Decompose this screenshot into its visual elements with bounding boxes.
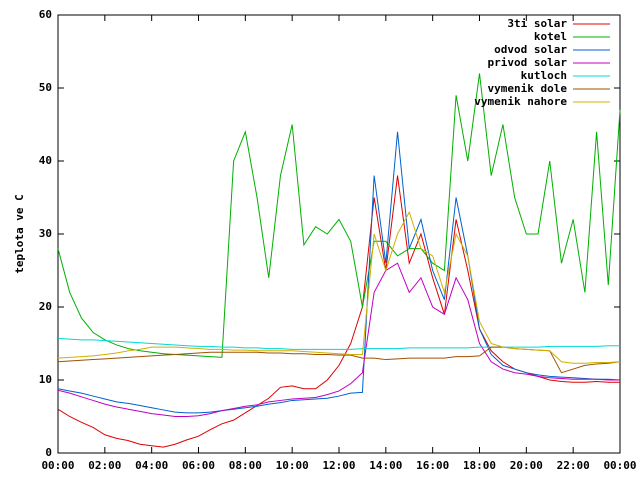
x-tick-label: 00:00 bbox=[603, 459, 636, 472]
x-tick-label: 00:00 bbox=[41, 459, 74, 472]
x-tick-label: 12:00 bbox=[322, 459, 355, 472]
x-tick-label: 10:00 bbox=[276, 459, 309, 472]
legend-label: vymenik dole bbox=[488, 82, 568, 95]
legend-label: privod solar bbox=[488, 56, 568, 69]
legend-label: vymenik nahore bbox=[474, 95, 567, 108]
x-tick-label: 22:00 bbox=[557, 459, 590, 472]
x-tick-label: 04:00 bbox=[135, 459, 168, 472]
y-tick-label: 40 bbox=[39, 154, 52, 167]
y-axis-label: teplota ve C bbox=[13, 194, 26, 273]
x-tick-label: 16:00 bbox=[416, 459, 449, 472]
y-tick-label: 0 bbox=[45, 446, 52, 459]
y-tick-label: 20 bbox=[39, 300, 52, 313]
x-tick-label: 20:00 bbox=[510, 459, 543, 472]
x-tick-label: 06:00 bbox=[182, 459, 215, 472]
x-tick-label: 08:00 bbox=[229, 459, 262, 472]
y-tick-label: 50 bbox=[39, 81, 52, 94]
legend-label: kutloch bbox=[521, 69, 567, 82]
series-line bbox=[57, 262, 620, 417]
series-line bbox=[57, 337, 620, 350]
x-tick-label: 18:00 bbox=[463, 459, 496, 472]
series-line bbox=[57, 73, 621, 358]
legend-label: kotel bbox=[534, 30, 567, 43]
y-tick-label: 30 bbox=[39, 227, 52, 240]
legend-label: odvod solar bbox=[494, 43, 567, 56]
series-line bbox=[57, 210, 621, 364]
y-tick-label: 10 bbox=[39, 373, 52, 386]
series-line bbox=[57, 131, 621, 414]
x-tick-label: 02:00 bbox=[88, 459, 121, 472]
x-tick-label: 14:00 bbox=[369, 459, 402, 472]
y-tick-label: 60 bbox=[39, 8, 52, 21]
legend-label: 3ti solar bbox=[507, 17, 567, 30]
